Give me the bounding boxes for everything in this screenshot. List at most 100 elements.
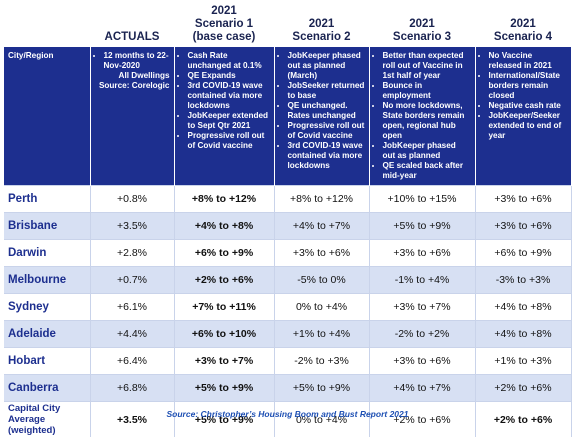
- forecast-cell: +4% to +8%: [475, 321, 571, 348]
- bullet: QE scaled back after mid-year: [383, 161, 471, 181]
- city-name: Melbourne: [4, 267, 90, 294]
- forecast-cell: +3% to +6%: [369, 240, 475, 267]
- bullet: Bounce in employment: [383, 81, 471, 101]
- forecast-cell: -3% to +3%: [475, 267, 571, 294]
- forecast-cell: +0.8%: [90, 186, 174, 213]
- bullet: JobKeeper/Seeker extended to end of year: [489, 111, 567, 141]
- header-line: Scenario 4: [477, 31, 569, 44]
- scenario-description: Better than expected roll out of Vaccine…: [369, 47, 475, 186]
- forecast-cell: +4% to +8%: [475, 294, 571, 321]
- forecast-cell: -5% to 0%: [274, 267, 369, 294]
- forecast-cell: +6.8%: [90, 375, 174, 402]
- forecast-cell: +5% to +9%: [174, 402, 274, 437]
- bullet: QE unchanged. Rates unchanged: [288, 101, 365, 121]
- data-row: Darwin+2.8%+6% to +9%+3% to +6%+3% to +6…: [4, 240, 571, 267]
- bullet: Better than expected roll out of Vaccine…: [383, 51, 471, 81]
- row-label: City/Region: [4, 47, 90, 186]
- data-row: Sydney+6.1%+7% to +11%0% to +4%+3% to +7…: [4, 294, 571, 321]
- forecast-cell: +3.5%: [90, 213, 174, 240]
- forecast-cell: +5% to +9%: [174, 375, 274, 402]
- header-line: 2021: [477, 18, 569, 31]
- forecast-cell: +4% to +7%: [369, 375, 475, 402]
- header-line: ACTUALS: [92, 31, 172, 44]
- bullet: No Vaccine released in 2021: [489, 51, 567, 71]
- forecast-cell: +3% to +6%: [274, 240, 369, 267]
- note: All Dwellings: [95, 71, 170, 81]
- scenario-description: No Vaccine released in 2021International…: [475, 47, 571, 186]
- forecast-cell: +0.7%: [90, 267, 174, 294]
- data-row: Perth+0.8%+8% to +12%+8% to +12%+10% to …: [4, 186, 571, 213]
- bullet: 3rd COVID-19 wave contained via more loc…: [288, 141, 365, 171]
- forecast-cell: +3% to +6%: [475, 186, 571, 213]
- city-name: Sydney: [4, 294, 90, 321]
- forecast-cell: +1% to +3%: [475, 348, 571, 375]
- forecast-cell: +3% to +6%: [475, 213, 571, 240]
- forecast-cell: +4% to +7%: [274, 213, 369, 240]
- data-row: Capital City Average (weighted)+3.5%+5% …: [4, 402, 571, 437]
- forecast-cell: +6% to +9%: [475, 240, 571, 267]
- note: Source: Corelogic: [95, 81, 170, 91]
- forecast-cell: +6.4%: [90, 348, 174, 375]
- forecast-cell: +2% to +6%: [475, 375, 571, 402]
- source-note: Source: Christopher’s Housing Boom and B…: [0, 409, 575, 419]
- forecast-cell: -2% to +3%: [274, 348, 369, 375]
- forecast-cell: +10% to +15%: [369, 186, 475, 213]
- data-row: Melbourne+0.7%+2% to +6%-5% to 0%-1% to …: [4, 267, 571, 294]
- header-line: 2021: [276, 18, 367, 31]
- scenario-description: Cash Rate unchanged at 0.1%QE Expands3rd…: [174, 47, 274, 186]
- bullet: QE Expands: [188, 71, 270, 81]
- bullet: JobKeeper phased out as planned (March): [288, 51, 365, 81]
- bullet-list: 12 months to 22-Nov-2020: [95, 51, 170, 71]
- data-row: Adelaide+4.4%+6% to +10%+1% to +4%-2% to…: [4, 321, 571, 348]
- forecast-cell: +5% to +9%: [274, 375, 369, 402]
- forecast-cell: +6% to +10%: [174, 321, 274, 348]
- bullet: JobKeeper extended to Sept Qtr 2021: [188, 111, 270, 131]
- forecast-cell: +2.8%: [90, 240, 174, 267]
- city-name: Perth: [4, 186, 90, 213]
- forecast-cell: +5% to +9%: [369, 213, 475, 240]
- forecast-cell: +4% to +8%: [174, 213, 274, 240]
- forecast-cell: +3% to +6%: [369, 348, 475, 375]
- bullet: JobKeeper phased out as planned: [383, 141, 471, 161]
- column-header: [4, 2, 90, 47]
- data-row: Canberra+6.8%+5% to +9%+5% to +9%+4% to …: [4, 375, 571, 402]
- forecast-cell: +4.4%: [90, 321, 174, 348]
- bullet-list: JobKeeper phased out as planned (March)J…: [279, 51, 365, 171]
- bullet: 12 months to 22-Nov-2020: [104, 51, 170, 71]
- forecast-cell: +2% to +6%: [475, 402, 571, 437]
- bullet: No more lockdowns, State borders remain …: [383, 101, 471, 141]
- column-header: ACTUALS: [90, 2, 174, 47]
- city-name: Adelaide: [4, 321, 90, 348]
- forecast-cell: 0% to +4%: [274, 402, 369, 437]
- forecast-cell: +2% to +6%: [174, 267, 274, 294]
- data-row: Brisbane+3.5%+4% to +8%+4% to +7%+5% to …: [4, 213, 571, 240]
- city-name: Canberra: [4, 375, 90, 402]
- bullet: International/State borders remain close…: [489, 71, 567, 101]
- forecast-cell: -1% to +4%: [369, 267, 475, 294]
- city-name: Capital City Average (weighted): [4, 402, 90, 437]
- forecast-cell: +6% to +9%: [174, 240, 274, 267]
- bullet-list: No Vaccine released in 2021International…: [480, 51, 567, 141]
- city-name: Hobart: [4, 348, 90, 375]
- bullet-list: Cash Rate unchanged at 0.1%QE Expands3rd…: [179, 51, 270, 151]
- forecast-cell: +8% to +12%: [174, 186, 274, 213]
- forecast-cell: +6.1%: [90, 294, 174, 321]
- bullet-list: Better than expected roll out of Vaccine…: [374, 51, 471, 181]
- forecast-cell: +8% to +12%: [274, 186, 369, 213]
- header-line: 2021: [371, 18, 473, 31]
- bullet: JobSeeker returned to base: [288, 81, 365, 101]
- bullet: 3rd COVID-19 wave contained via more loc…: [188, 81, 270, 111]
- forecast-cell: -2% to +2%: [369, 321, 475, 348]
- forecast-cell: +3.5%: [90, 402, 174, 437]
- bullet: Progressive roll out of Covid vaccine: [288, 121, 365, 141]
- header-line: Scenario 3: [371, 31, 473, 44]
